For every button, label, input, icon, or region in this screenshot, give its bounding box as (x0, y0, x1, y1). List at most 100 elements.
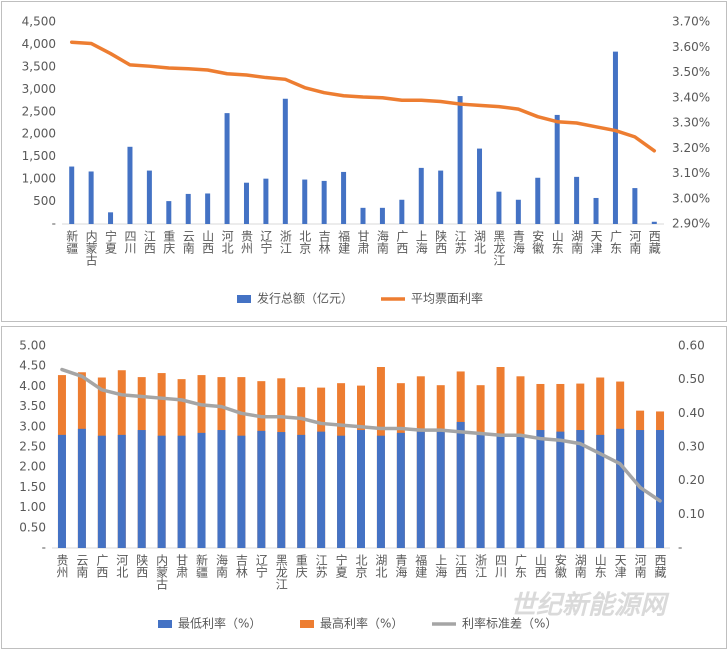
y-tick-label: 3.00 (19, 419, 46, 433)
y-tick-label: 2.50 (19, 440, 46, 454)
watermark: 世纪新能源网 (510, 591, 670, 621)
bar (651, 221, 657, 224)
x-tick-label: 四川 (123, 230, 137, 254)
legend-swatch (237, 295, 251, 303)
x-tick-label: 江苏 (314, 554, 328, 578)
x-tick-label: 西藏 (653, 554, 667, 579)
x-tick-label: 西藏 (647, 230, 661, 255)
legend-swatch (158, 620, 172, 628)
bar (616, 428, 625, 548)
line (60, 367, 662, 503)
legend-label: 最低利率（%） (178, 616, 261, 631)
x-tick-label: 陕西 (135, 553, 149, 578)
x-tick-label: 吉林 (317, 230, 331, 254)
bar (157, 435, 166, 548)
bar (237, 435, 246, 548)
y2-tick-label: 0.30 (678, 440, 705, 454)
bar (224, 113, 230, 224)
y-tick-label: 4,000 (22, 37, 56, 51)
line (69, 40, 657, 153)
x-tick-label: 江苏 (453, 230, 467, 254)
bar (399, 199, 405, 224)
bar (108, 212, 114, 224)
x-tick-label: 青海 (394, 554, 408, 578)
x-tick-label: 河南 (633, 554, 647, 578)
bar (341, 171, 347, 224)
bar (438, 170, 444, 224)
y2-tick-label: 3.30% (672, 116, 710, 130)
x-tick-label: 浙江 (474, 554, 488, 578)
bar (554, 114, 560, 224)
x-tick-label: 宁夏 (104, 229, 118, 254)
x-tick-label: 广西 (95, 554, 109, 578)
x-tick-label: 安徽 (553, 553, 567, 578)
x-tick-label: 河北 (115, 554, 129, 579)
bar (177, 435, 186, 548)
x-tick-label: 福建 (414, 553, 428, 579)
x-tick-label: 山西 (533, 554, 547, 578)
x-tick-label: 天津 (589, 230, 603, 254)
bar (282, 98, 288, 224)
x-tick-label: 北京 (298, 230, 312, 255)
bar (197, 432, 206, 548)
bar (257, 430, 266, 548)
bar (396, 432, 405, 548)
x-tick-label: 新疆 (195, 553, 209, 578)
x-tick-label: 山东 (593, 554, 607, 578)
x-tick-label: 重庆 (294, 554, 308, 578)
y-tick-label: 0.50 (19, 520, 46, 534)
y-tick-label: 5.00 (19, 339, 46, 353)
y-tick-label: 3,000 (22, 82, 56, 96)
legend-label: 平均票面利率 (411, 291, 483, 306)
y2-tick-label: 0.10 (678, 507, 705, 521)
x-tick-label: 广东 (608, 230, 622, 254)
x-tick-label: 广西 (395, 230, 409, 254)
x-tick-label: 安徽 (531, 229, 545, 254)
bar (146, 170, 152, 224)
x-tick-label: 甘肃 (175, 554, 189, 579)
bar (612, 51, 618, 225)
bar (496, 191, 502, 224)
x-tick-label: 广东 (513, 554, 527, 578)
bar (376, 435, 385, 548)
x-tick-label: 四川 (494, 554, 508, 578)
bar (593, 197, 599, 224)
x-tick-label: 江西 (142, 230, 156, 254)
x-tick-label: 新疆 (65, 229, 79, 254)
legend-label: 最高利率（%） (320, 616, 403, 631)
y2-tick-label: 3.70% (672, 15, 710, 29)
y-tick-label: 1.50 (19, 480, 46, 494)
x-tick-label: 宁夏 (334, 553, 348, 578)
bar (321, 180, 327, 224)
bar (457, 96, 463, 224)
bar (357, 430, 365, 548)
y2-tick-label: 2.90% (672, 217, 710, 231)
bar (77, 428, 86, 548)
x-tick-label: 北京 (354, 554, 368, 579)
legend-swatch (300, 620, 314, 628)
x-tick-label: 湖北 (473, 229, 487, 255)
bar (337, 435, 346, 548)
bar (205, 193, 211, 224)
y2-tick-label: 0.20 (678, 473, 705, 487)
bar (574, 176, 580, 224)
bar (69, 166, 75, 224)
bar (379, 207, 385, 224)
bar (418, 167, 424, 224)
x-tick-label: 湖南 (573, 553, 587, 578)
bar (277, 432, 286, 548)
x-tick-label: 内蒙古 (155, 554, 169, 590)
bar (117, 434, 126, 548)
y2-tick-label: 3.00% (672, 191, 710, 205)
bar (596, 434, 605, 548)
y2-tick-label: 0.50 (678, 372, 705, 386)
bar (436, 431, 445, 548)
bar (496, 435, 505, 548)
bar (632, 188, 638, 224)
y-tick-label: 3.50 (19, 399, 46, 413)
x-tick-label: 河北 (220, 230, 234, 255)
legend-label: 利率标准差（%） (462, 616, 557, 631)
bar (656, 430, 665, 548)
x-tick-label: 海南 (375, 229, 389, 254)
bar (456, 421, 465, 548)
